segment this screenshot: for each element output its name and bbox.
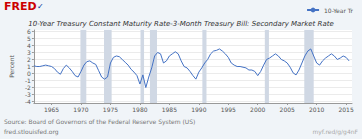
svg-text:1990: 1990 — [191, 106, 206, 113]
svg-text:4: 4 — [27, 42, 31, 49]
svg-text:2015: 2015 — [338, 106, 353, 113]
svg-text:10-Year Treasury Constant Matu: 10-Year Treasury Constant Maturity Rate-… — [28, 20, 333, 28]
svg-text:1985: 1985 — [162, 106, 177, 113]
svg-text:✓: ✓ — [37, 2, 44, 11]
svg-text:FRED: FRED — [4, 0, 37, 13]
svg-text:2010: 2010 — [309, 106, 324, 113]
svg-text:1975: 1975 — [103, 106, 118, 113]
svg-text:Source: Board of Governors of: Source: Board of Governors of the Federa… — [4, 118, 195, 126]
svg-text:2000: 2000 — [250, 106, 265, 113]
svg-text:6: 6 — [27, 28, 31, 35]
svg-text:1965: 1965 — [44, 106, 59, 113]
svg-text:1: 1 — [27, 63, 31, 70]
svg-text:-1: -1 — [25, 77, 31, 84]
svg-text:myf.red/g/g4nF: myf.red/g/g4nF — [312, 128, 358, 136]
svg-text:-2: -2 — [25, 84, 31, 91]
svg-text:2: 2 — [27, 56, 31, 63]
svg-text:1980: 1980 — [132, 106, 147, 113]
svg-text:0: 0 — [27, 70, 31, 77]
svg-text:5: 5 — [27, 35, 31, 42]
svg-text:Percent: Percent — [8, 55, 15, 78]
svg-text:1970: 1970 — [73, 106, 88, 113]
svg-text:-3: -3 — [25, 91, 31, 98]
svg-text:fred.stlouisfed.org: fred.stlouisfed.org — [4, 128, 59, 136]
svg-text:3: 3 — [27, 49, 31, 56]
svg-text:-4: -4 — [25, 98, 31, 105]
svg-text:1995: 1995 — [221, 106, 236, 113]
svg-text:10-Year Tr: 10-Year Tr — [324, 7, 353, 14]
svg-text:2005: 2005 — [280, 106, 295, 113]
